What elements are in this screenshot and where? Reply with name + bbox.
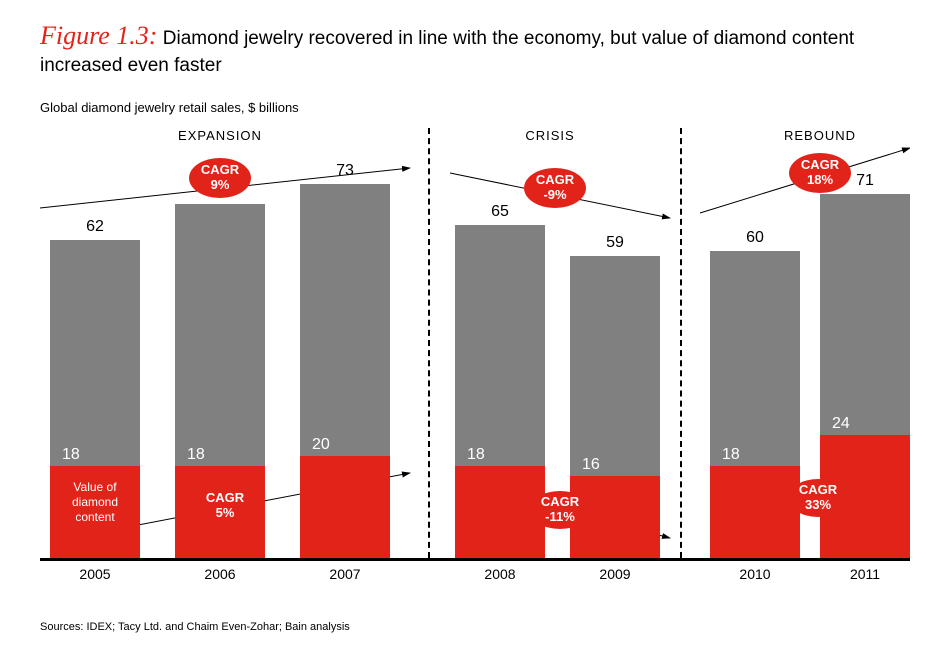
- figure-number: Figure 1.3:: [40, 21, 157, 50]
- bar-value-total: 62: [50, 218, 140, 236]
- bar-segment-bottom: [710, 466, 800, 558]
- cagr-value: 5%: [216, 506, 235, 521]
- bar-value-total: 65: [455, 203, 545, 221]
- bar-value-total: 60: [710, 229, 800, 247]
- cagr-value: -11%: [545, 510, 575, 525]
- cagr-label: CAGR: [801, 158, 839, 173]
- cagr-badge: CAGR33%: [788, 479, 848, 517]
- cagr-badge: CAGR5%: [195, 487, 255, 525]
- cagr-badge: CAGR18%: [789, 153, 851, 193]
- cagr-label: CAGR: [201, 163, 239, 178]
- bar-value-bottom: 18: [175, 446, 265, 464]
- phase-divider: [680, 128, 682, 558]
- bar: 6018: [710, 251, 800, 559]
- chart-baseline: [40, 558, 910, 561]
- phase-divider: [428, 128, 430, 558]
- year-label: 2009: [570, 566, 660, 582]
- bar-value-bottom: 18: [455, 446, 545, 464]
- bar: 7320: [300, 184, 390, 558]
- bar-value-total: 73: [300, 162, 390, 180]
- chart-subtitle: Global diamond jewelry retail sales, $ b…: [40, 100, 299, 115]
- year-label: 2010: [710, 566, 800, 582]
- phase-label: CRISIS: [490, 128, 610, 143]
- year-label: 2005: [50, 566, 140, 582]
- cagr-value: 18%: [807, 173, 833, 188]
- bar-value-bottom: 20: [300, 436, 390, 454]
- diamond-content-label: Value ofdiamondcontent: [65, 480, 125, 525]
- cagr-label: CAGR: [536, 173, 574, 188]
- bar-value-total: 59: [570, 234, 660, 252]
- bar-chart: EXPANSION CRISIS REBOUND 62 18 2005 Value ofdi…: [40, 128, 910, 588]
- cagr-value: 33%: [805, 498, 831, 513]
- cagr-badge: CAGR9%: [189, 158, 251, 198]
- phase-label: EXPANSION: [160, 128, 280, 143]
- cagr-value: 9%: [211, 178, 230, 193]
- year-label: 2008: [455, 566, 545, 582]
- bar-value-bottom: 24: [820, 415, 910, 433]
- year-label: 2011: [820, 566, 910, 582]
- bar-value-bottom: 16: [570, 456, 660, 474]
- cagr-label: CAGR: [541, 495, 579, 510]
- bar-segment-bottom: [300, 456, 390, 559]
- cagr-label: CAGR: [206, 491, 244, 506]
- cagr-badge: CAGR-9%: [524, 168, 586, 208]
- year-label: 2007: [300, 566, 390, 582]
- sources-note: Sources: IDEX; Tacy Ltd. and Chaim Even-…: [40, 621, 350, 633]
- cagr-value: -9%: [543, 188, 566, 203]
- bar-value-bottom: 18: [710, 446, 800, 464]
- bar-value-bottom: 18: [50, 446, 140, 464]
- cagr-label: CAGR: [799, 483, 837, 498]
- figure-title-text: Diamond jewelry recovered in line with t…: [40, 28, 854, 76]
- phase-label: REBOUND: [760, 128, 880, 143]
- figure-title: Figure 1.3: Diamond jewelry recovered in…: [40, 18, 910, 79]
- year-label: 2006: [175, 566, 265, 582]
- cagr-badge: CAGR-11%: [529, 491, 591, 529]
